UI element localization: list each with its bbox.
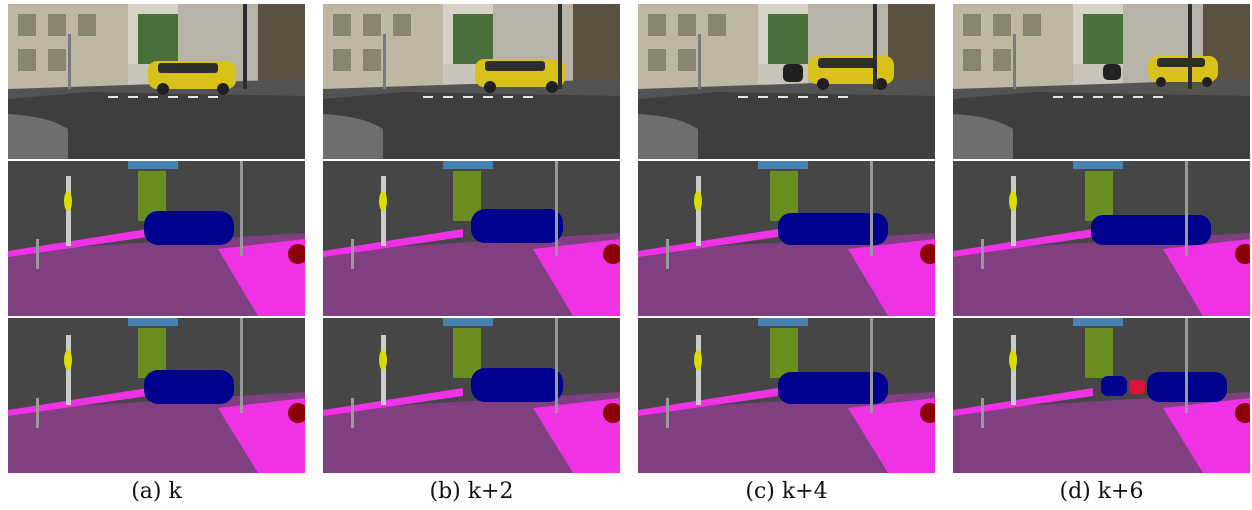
segmentation-ground-truth bbox=[323, 161, 620, 316]
segmentation-ground-truth bbox=[953, 161, 1250, 316]
rgb-frame bbox=[323, 4, 620, 159]
rgb-frame bbox=[8, 4, 305, 159]
segmentation-prediction bbox=[8, 318, 305, 473]
segmentation-ground-truth bbox=[8, 161, 305, 316]
caption-d: (d) k+6 bbox=[1059, 479, 1144, 504]
segmentation-prediction bbox=[323, 318, 620, 473]
segmentation-prediction bbox=[638, 318, 935, 473]
rgb-frame bbox=[953, 4, 1250, 159]
segmentation-ground-truth bbox=[638, 161, 935, 316]
segmentation-prediction bbox=[953, 318, 1250, 473]
caption-b: (b) k+2 bbox=[429, 479, 514, 504]
rgb-frame bbox=[638, 4, 935, 159]
caption-a: (a) k bbox=[131, 479, 182, 504]
caption-c: (c) k+4 bbox=[745, 479, 828, 504]
